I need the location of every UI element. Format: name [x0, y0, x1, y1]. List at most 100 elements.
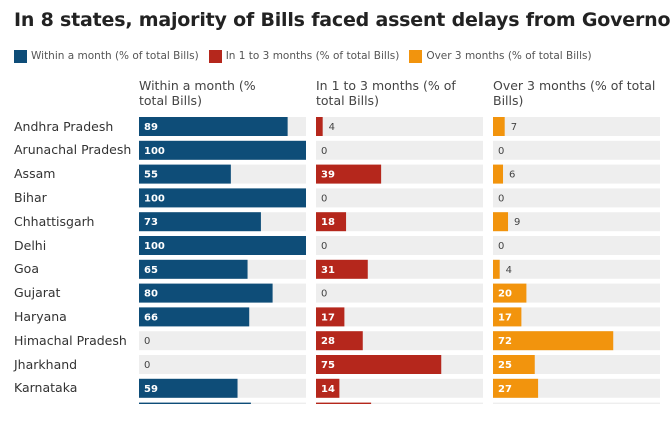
row-label-assam: Assam: [14, 166, 56, 182]
data-label-karnataka-series-2: 27: [498, 384, 512, 395]
bar-himachal-pradesh-series-2: [493, 331, 614, 351]
data-label-chhattisgarh-series-2: 9: [514, 217, 520, 228]
data-label-arunachal-pradesh-series-1: 0: [321, 146, 327, 157]
bar-jharkhand-series-1: [316, 355, 442, 374]
legend-label-over-3-months: Over 3 months (% of total Bills): [426, 50, 592, 62]
data-label-delhi-series-2: 0: [498, 241, 504, 252]
bar-track: [316, 307, 483, 327]
data-label-andhra-pradesh-series-2: 7: [511, 122, 517, 133]
bar-gujarat-series-2: [493, 283, 527, 303]
data-label-haryana-series-1: 17: [321, 312, 335, 323]
bar-track: [493, 259, 660, 279]
data-label-gujarat-series-0: 80: [144, 289, 158, 300]
bar-gujarat-series-0: [139, 283, 273, 303]
row-label-haryana: Haryana: [14, 308, 67, 324]
bar-chhattisgarh-series-1: [316, 212, 347, 232]
bar-track: [316, 378, 483, 398]
bar-track: [493, 283, 660, 303]
row-label-delhi: Delhi: [14, 237, 47, 253]
data-label-himachal-pradesh-series-0: 0: [144, 336, 150, 347]
column-header-over-3-months-line1: Over 3 months (% of total: [493, 78, 656, 93]
bar-chhattisgarh-series-0: [139, 212, 261, 232]
bar-haryana-series-0: [139, 307, 250, 327]
bar-himachal-pradesh-series-1: [316, 331, 363, 351]
bar-track: [316, 188, 483, 208]
data-label-goa-series-1: 31: [321, 265, 335, 276]
legend-item-1-to-3-months: In 1 to 3 months (% of total Bills): [208, 49, 400, 63]
data-label-jharkhand-series-1: 75: [321, 360, 335, 371]
bar-track: [493, 212, 660, 232]
column-header-1-to-3-months: In 1 to 3 months (% of total Bills): [316, 78, 456, 108]
bar-track: [316, 140, 483, 160]
bar-haryana-series-2: [493, 307, 522, 327]
bar-bihar-series-0: [139, 188, 306, 208]
scroll-cutoff: [0, 404, 670, 425]
legend-label-within-month: Within a month (% of total Bills): [31, 50, 199, 62]
bar-delhi-series-0: [139, 236, 306, 255]
legend-label-1-to-3-months: In 1 to 3 months (% of total Bills): [225, 50, 400, 62]
row-label-himachal-pradesh: Himachal Pradesh: [14, 332, 127, 348]
column-header-within-month-line2: total Bills): [139, 93, 202, 108]
row-label-bihar: Bihar: [14, 189, 47, 205]
data-label-bihar-series-2: 0: [498, 193, 504, 204]
row-label-goa: Goa: [14, 261, 39, 277]
data-label-assam-series-1: 39: [321, 170, 335, 181]
legend-swatch-1-to-3-months: [208, 49, 222, 63]
bar-karnataka-series-1: [316, 378, 340, 398]
data-label-himachal-pradesh-series-2: 72: [498, 336, 512, 347]
data-label-himachal-pradesh-series-1: 28: [321, 336, 335, 347]
legend: Within a month (% of total Bills) In 1 t…: [14, 49, 602, 63]
chart-title: In 8 states, majority of Bills faced ass…: [14, 9, 670, 31]
bar-track: [493, 307, 660, 327]
column-header-within-month-line1: Within a month (%: [139, 78, 256, 93]
bar-goa-series-2: [493, 259, 500, 279]
data-label-assam-series-2: 6: [509, 170, 515, 181]
bar-track: [316, 212, 483, 232]
bar-track: [316, 236, 483, 255]
row-label-jharkhand: Jharkhand: [14, 356, 78, 372]
legend-swatch-over-3-months: [409, 49, 423, 63]
data-label-bihar-series-1: 0: [321, 193, 327, 204]
bar-track: [493, 140, 660, 160]
column-header-over-3-months: Over 3 months (% of total Bills): [493, 78, 655, 108]
legend-item-within-month: Within a month (% of total Bills): [14, 49, 199, 63]
bar-track: [316, 283, 483, 303]
row-label-andhra-pradesh: Andhra Pradesh: [14, 118, 114, 134]
row-label-gujarat: Gujarat: [14, 285, 61, 301]
column-header-over-3-months-line2: Bills): [493, 93, 524, 108]
bar-goa-series-0: [139, 259, 248, 279]
data-label-arunachal-pradesh-series-2: 0: [498, 146, 504, 157]
data-label-jharkhand-series-2: 25: [498, 360, 512, 371]
bar-assam-series-1: [316, 164, 382, 184]
data-label-goa-series-0: 65: [144, 265, 158, 276]
data-label-jharkhand-series-0: 0: [144, 360, 150, 371]
data-label-haryana-series-2: 17: [498, 312, 512, 323]
bar-karnataka-series-2: [493, 378, 539, 398]
column-header-1-to-3-months-line1: In 1 to 3 months (% of: [316, 78, 456, 93]
column-header-within-month: Within a month (% total Bills): [139, 78, 256, 108]
data-label-delhi-series-0: 100: [144, 241, 165, 252]
legend-item-over-3-months: Over 3 months (% of total Bills): [409, 49, 592, 63]
bar-karnataka-series-0: [139, 378, 238, 398]
data-label-gujarat-series-2: 20: [498, 289, 512, 300]
row-label-chhattisgarh: Chhattisgarh: [14, 213, 95, 229]
data-label-haryana-series-0: 66: [144, 312, 158, 323]
legend-swatch-within-month: [14, 49, 27, 63]
bar-chhattisgarh-series-2: [493, 212, 509, 232]
bar-track: [493, 117, 660, 136]
bar-track: [493, 164, 660, 184]
bar-track: [316, 117, 483, 136]
bar-track: [493, 236, 660, 255]
data-label-karnataka-series-1: 14: [321, 384, 335, 395]
data-label-chhattisgarh-series-1: 18: [321, 217, 335, 228]
bar-jharkhand-series-2: [493, 355, 535, 374]
bar-andhra-pradesh-series-1: [316, 117, 323, 136]
bar-arunachal-pradesh-series-0: [139, 140, 306, 160]
row-label-karnataka: Karnataka: [14, 380, 78, 396]
bar-andhra-pradesh-series-2: [493, 117, 505, 136]
bar-goa-series-1: [316, 259, 368, 279]
bar-assam-series-0: [139, 164, 231, 184]
bar-track: [493, 188, 660, 208]
data-label-andhra-pradesh-series-1: 4: [329, 122, 335, 133]
